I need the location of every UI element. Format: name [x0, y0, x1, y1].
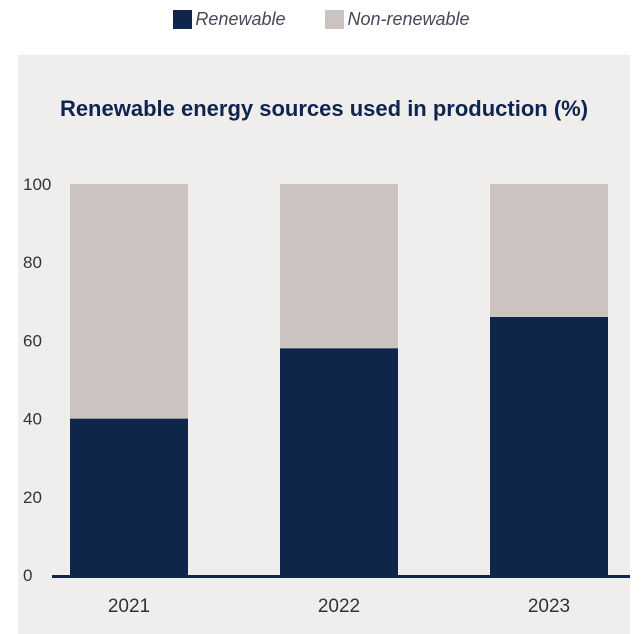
chart-legend: Renewable Non-renewable	[0, 9, 643, 30]
bar-renewable-2023	[490, 316, 608, 575]
legend-swatch-renewable	[173, 10, 193, 29]
y-tick-label: 40	[23, 410, 42, 429]
x-tick-label: 2023	[528, 596, 570, 617]
bar-renewable-2022	[280, 348, 398, 575]
y-tick-label: 0	[23, 566, 32, 585]
legend-label-non-renewable: Non-renewable	[347, 9, 470, 29]
bar-renewable-2021	[70, 418, 188, 575]
y-tick-label: 100	[23, 175, 51, 194]
bar-non-renewable-2022	[280, 184, 398, 349]
legend-label-renewable: Renewable	[195, 9, 286, 29]
bar-non-renewable-2021	[70, 184, 188, 419]
legend-item-non-renewable: Non-renewable	[325, 9, 470, 30]
bar-non-renewable-2023	[490, 184, 608, 317]
y-tick-label: 80	[23, 253, 42, 272]
chart-title: Renewable energy sources used in product…	[59, 96, 589, 121]
x-tick-label: 2022	[318, 596, 360, 617]
x-tick-label: 2021	[108, 596, 150, 617]
legend-item-renewable: Renewable	[173, 9, 285, 30]
y-tick-label: 20	[23, 488, 42, 507]
y-tick-label: 60	[23, 331, 42, 350]
legend-swatch-non-renewable	[325, 10, 345, 29]
